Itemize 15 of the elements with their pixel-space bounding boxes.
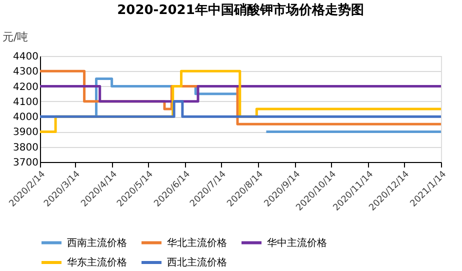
y-axis-title: 元/吨 [2,30,28,44]
legend-label: 华东主流价格 [67,256,127,268]
legend-label: 华中主流价格 [267,236,327,249]
y-tick-label: 3800 [13,142,38,154]
chart-title: 2020-2021年中国硝酸钾市场价格走势图 [117,2,364,18]
y-tick-label: 4300 [13,66,38,78]
y-tick-label: 4400 [13,52,38,62]
y-tick-label: 4100 [13,96,38,108]
legend-label: 华北主流价格 [167,236,227,249]
y-tick-label: 3900 [13,127,38,138]
legend-label: 西北主流价格 [167,256,227,268]
y-tick-label: 3700 [13,158,38,168]
y-tick-label: 4000 [13,112,38,124]
y-tick-label: 4200 [13,82,38,93]
legend-label: 西南主流价格 [67,236,127,249]
